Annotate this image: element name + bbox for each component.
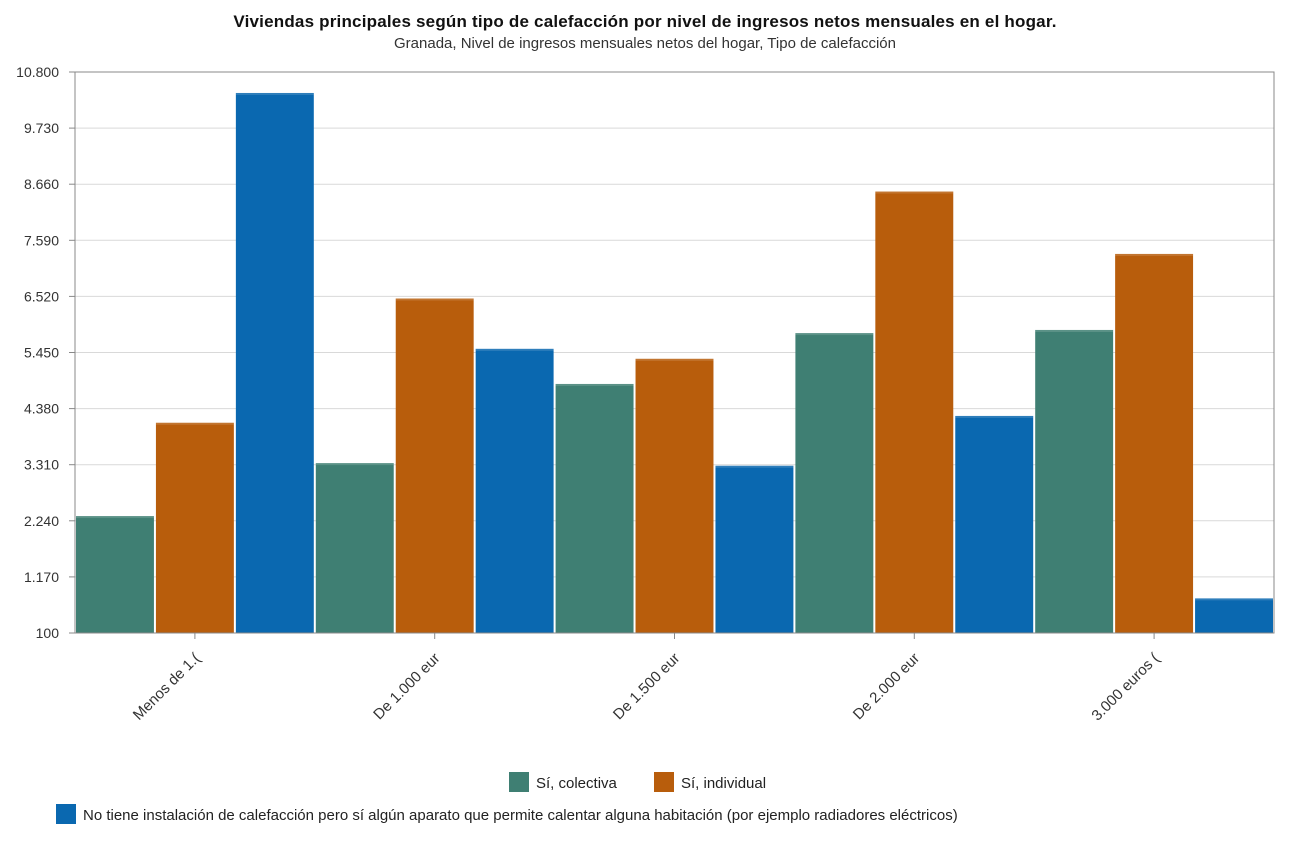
bar-highlight bbox=[76, 516, 154, 519]
bar-highlight bbox=[715, 465, 794, 468]
x-tick-label: 3.000 euros ( bbox=[1088, 650, 1163, 725]
bar-series-1[interactable] bbox=[315, 463, 394, 633]
y-tick-label: 100 bbox=[36, 625, 60, 641]
legend-item-series-2[interactable]: Sí, individual bbox=[654, 772, 766, 792]
y-tick-label: 2.240 bbox=[24, 513, 59, 529]
y-tick-label: 9.730 bbox=[24, 120, 59, 136]
legend-label: No tiene instalación de calefacción pero… bbox=[83, 807, 958, 824]
x-tick-label: Menos de 1.( bbox=[130, 650, 204, 724]
y-tick-label: 7.590 bbox=[24, 232, 59, 248]
bars bbox=[76, 92, 1273, 634]
bar-series-1[interactable] bbox=[555, 383, 634, 633]
bar-highlight bbox=[235, 92, 314, 95]
bar-series-3[interactable] bbox=[475, 348, 554, 633]
bar-highlight bbox=[795, 333, 874, 336]
y-tick-label: 5.450 bbox=[24, 345, 59, 361]
y-tick-label: 8.660 bbox=[24, 176, 59, 192]
bar-highlight bbox=[635, 358, 714, 361]
bar-highlight bbox=[555, 383, 634, 386]
bar-series-1[interactable] bbox=[1035, 329, 1114, 633]
x-tick-label: De 1.500 eur bbox=[610, 650, 683, 723]
y-tick-label: 6.520 bbox=[24, 288, 59, 304]
y-tick-label: 10.800 bbox=[16, 64, 59, 80]
bar-highlight bbox=[315, 463, 394, 466]
legend-label: Sí, individual bbox=[681, 775, 766, 792]
legend: Sí, colectiva Sí, individual No tiene inst… bbox=[56, 772, 958, 824]
bar-highlight bbox=[395, 298, 474, 301]
x-tick-label: De 2.000 eur bbox=[850, 650, 923, 723]
y-tick-label: 3.310 bbox=[24, 457, 59, 473]
bar-series-3[interactable] bbox=[1195, 598, 1273, 633]
bar-series-3[interactable] bbox=[235, 92, 314, 633]
chart-title: Viviendas principales según tipo de cale… bbox=[233, 12, 1057, 31]
bar-highlight bbox=[955, 415, 1034, 418]
legend-swatch bbox=[56, 804, 76, 824]
bar-series-1[interactable] bbox=[76, 516, 154, 633]
bar-highlight bbox=[1035, 329, 1114, 332]
bar-series-3[interactable] bbox=[955, 415, 1034, 633]
y-tick-label: 4.380 bbox=[24, 401, 59, 417]
y-axis-ticks: 100 1.170 2.240 3.310 4.380 5.450 6.520 7.590 8.… bbox=[16, 64, 75, 641]
bar-series-2[interactable] bbox=[635, 358, 714, 633]
legend-label: Sí, colectiva bbox=[536, 775, 618, 792]
legend-item-series-3[interactable]: No tiene instalación de calefacción pero… bbox=[56, 804, 958, 824]
legend-item-series-1[interactable]: Sí, colectiva bbox=[509, 772, 618, 792]
bar-highlight bbox=[155, 422, 234, 425]
legend-swatch bbox=[654, 772, 674, 792]
y-tick-label: 1.170 bbox=[24, 569, 59, 585]
bar-series-2[interactable] bbox=[1115, 253, 1194, 634]
x-tick-label: De 1.000 eur bbox=[370, 650, 443, 723]
bar-highlight bbox=[1115, 253, 1194, 256]
chart-subtitle: Granada, Nivel de ingresos mensuales net… bbox=[394, 35, 896, 52]
bar-highlight bbox=[875, 191, 954, 194]
bar-series-3[interactable] bbox=[715, 465, 794, 633]
x-axis-ticks: Menos de 1.( De 1.000 eur De 1.500 eur De 2… bbox=[130, 633, 1163, 724]
legend-swatch bbox=[509, 772, 529, 792]
bar-series-2[interactable] bbox=[155, 422, 234, 633]
bar-highlight bbox=[475, 348, 554, 351]
bar-highlight bbox=[1195, 598, 1273, 601]
bar-series-1[interactable] bbox=[795, 333, 874, 633]
bar-series-2[interactable] bbox=[875, 191, 954, 633]
bar-series-2[interactable] bbox=[395, 298, 474, 633]
